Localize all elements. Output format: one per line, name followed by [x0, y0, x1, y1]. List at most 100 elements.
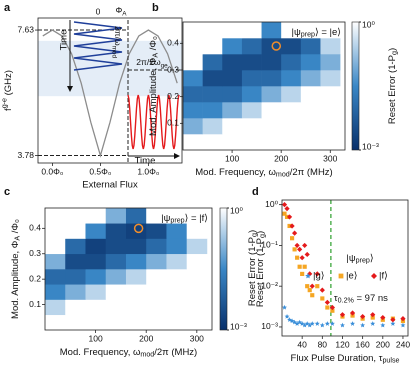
colorbar-tick-label: 10⁰ — [230, 205, 243, 215]
heatmap-cell — [166, 223, 187, 239]
heatmap-cell — [222, 22, 243, 39]
y-tick-label: 10⁰ — [265, 199, 278, 209]
heatmap-cell — [320, 38, 341, 55]
y-tick-label: 0.1 — [167, 118, 179, 128]
panel-label: b — [152, 2, 159, 14]
point — [324, 321, 330, 326]
heatmap-cell — [241, 86, 262, 103]
y-axis-label: Reset Error (1-Pg) — [247, 230, 259, 306]
heatmap-cell — [320, 118, 341, 135]
x-tick-label: 100 — [89, 333, 103, 343]
point — [324, 299, 330, 306]
point — [281, 202, 288, 208]
point — [304, 251, 310, 258]
heatmap-cell — [65, 269, 86, 285]
colorbar-tick-label: 10⁻³ — [362, 141, 379, 151]
heatmap-cell — [146, 284, 167, 300]
text-part: Reset Error (1-P — [255, 238, 266, 307]
phi-a-label: ΦA — [115, 5, 127, 17]
heatmap-cell — [261, 102, 282, 119]
point — [292, 247, 297, 252]
x-tick-label: 100 — [225, 153, 239, 163]
text-part: A — [151, 53, 159, 58]
point — [360, 313, 366, 320]
heatmap-cell — [202, 54, 223, 71]
y-tick-label: 3.78 — [17, 150, 34, 160]
point — [284, 205, 290, 212]
legend: |ψprep⟩ = |e⟩ — [292, 27, 342, 39]
text-part: /Φ₀ — [10, 219, 21, 236]
point — [294, 242, 300, 249]
flux-drive — [73, 21, 123, 71]
point — [329, 304, 335, 311]
point — [330, 308, 335, 313]
heatmap-cell — [202, 134, 223, 151]
text-part: ⟩ = |f⟩ — [185, 213, 209, 224]
y-tick-label: 0.2 — [29, 273, 41, 283]
point — [400, 316, 406, 322]
legend-title: |ψprep⟩ — [346, 253, 373, 265]
heatmap-cell — [85, 299, 107, 316]
heatmap-cell — [85, 314, 107, 331]
heatmap-cell — [281, 134, 302, 151]
point — [360, 322, 366, 328]
point — [282, 211, 287, 216]
heatmap-cell — [281, 102, 302, 119]
plot-frame — [37, 17, 183, 164]
heatmap-cell — [85, 269, 107, 285]
colorbar-label: Reset Error (1-Pg) — [255, 231, 267, 307]
heatmap-cell — [241, 118, 262, 135]
heatmap-cell — [261, 86, 282, 103]
point — [315, 284, 320, 289]
point — [329, 321, 335, 326]
text-part: ) — [255, 231, 266, 234]
plot-frame — [44, 207, 213, 331]
heatmap-cell — [105, 284, 127, 300]
heatmap-cell — [222, 118, 243, 135]
heatmap-cell — [320, 134, 341, 151]
x-axis-label: Mod. Frequency, ωmod/2π (MHz) — [60, 347, 197, 359]
heatmap-cell — [183, 22, 203, 39]
heatmap-cell — [186, 223, 208, 239]
legend-marker — [371, 273, 377, 279]
heatmap-cell — [146, 208, 167, 224]
point — [370, 321, 376, 326]
heatmap-cell — [202, 118, 223, 135]
x-tick-label: 200 — [274, 153, 288, 163]
heatmap-cell — [166, 284, 187, 300]
heatmap-cell — [65, 238, 86, 255]
heatmap-cell — [146, 269, 167, 285]
heatmap-cell — [300, 118, 321, 135]
y-axis-label: Mod. Amplitude, ΦA /Φ₀ — [148, 36, 160, 136]
point — [286, 214, 293, 220]
text-part: A — [13, 236, 21, 241]
ge-period-label: 2π/2ωge — [136, 57, 168, 69]
heatmap-cell — [85, 238, 107, 255]
heatmap-cell — [186, 284, 208, 300]
heatmap-cell — [125, 284, 147, 300]
text-part: 2π/ω — [113, 26, 123, 46]
heatmap-cell — [241, 134, 262, 151]
heatmap-cell — [320, 102, 341, 119]
heatmap-cell — [146, 314, 167, 331]
legend-marker — [305, 273, 311, 279]
heatmap-cell — [65, 284, 86, 300]
heatmap-cell — [166, 253, 187, 270]
text-part: mod — [111, 46, 118, 59]
heatmap-cell — [241, 70, 262, 87]
heatmap-cell — [186, 269, 208, 285]
text-part: Mod. Frequency, ω — [195, 167, 276, 178]
text-part: τ — [334, 293, 338, 304]
heatmap-cell — [85, 208, 107, 224]
y-tick-label: 0.4 — [29, 223, 41, 233]
y-tick-label: 0.3 — [29, 248, 41, 258]
plot-frame — [281, 199, 409, 337]
heatmap-cell — [281, 118, 302, 135]
legend-label: |e⟩ — [346, 271, 358, 282]
text-part: Mod. Amplitude, Φ — [10, 240, 21, 319]
text-part: g-e — [0, 98, 8, 108]
heatmap-cell — [186, 314, 208, 331]
heatmap-cell — [320, 70, 341, 87]
heatmap-cell — [183, 102, 203, 119]
